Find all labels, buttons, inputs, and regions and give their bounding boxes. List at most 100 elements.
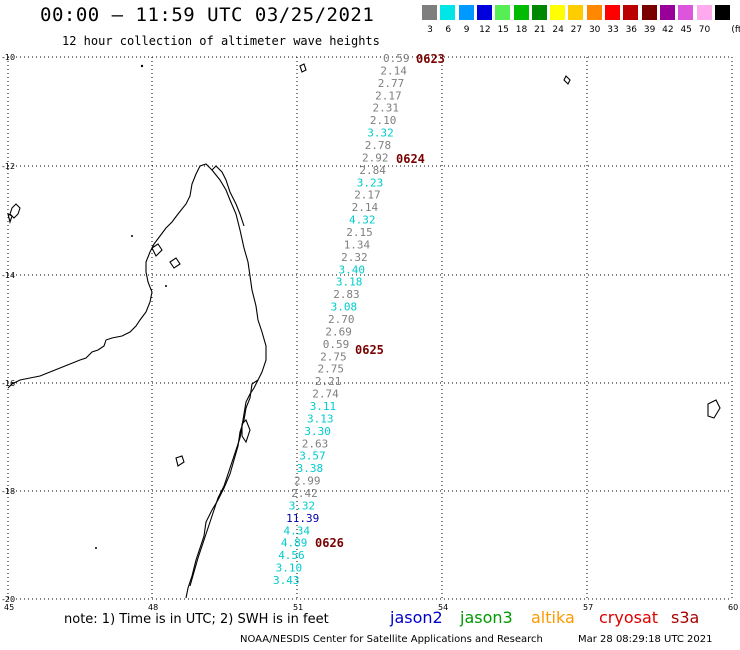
legend-swatch bbox=[586, 5, 602, 20]
legend-label: 30 bbox=[588, 25, 601, 35]
latitude-tick-label: -14 bbox=[2, 271, 15, 280]
satellite-name: s3a bbox=[671, 608, 700, 627]
longitude-tick-label: 51 bbox=[293, 603, 303, 612]
legend-label: 39 bbox=[643, 25, 656, 35]
legend-swatch bbox=[422, 5, 437, 20]
legend-swatch bbox=[605, 5, 620, 20]
islet-north-b bbox=[7, 212, 13, 224]
wave-height-label: 2.17 bbox=[354, 189, 381, 202]
longitude-tick-label: 60 bbox=[728, 603, 738, 612]
legend-label: 18 bbox=[515, 25, 528, 35]
wave-height-label: 2.75 bbox=[318, 363, 345, 376]
footnote: note: 1) Time is in UTC; 2) SWH is in fe… bbox=[64, 612, 329, 627]
legend-label: 21 bbox=[534, 25, 546, 35]
wave-height-label: 2.10 bbox=[370, 114, 397, 127]
coastline bbox=[7, 63, 721, 599]
cycle-markers: 0623 0624 0625 0626 bbox=[315, 52, 445, 550]
wave-height-label: 3.40 bbox=[339, 263, 366, 276]
legend-label: 33 bbox=[607, 25, 619, 35]
latitude-tick-label: -10 bbox=[2, 53, 15, 62]
legend-label: 9 bbox=[463, 25, 470, 35]
satellite-name: jason2 bbox=[390, 608, 443, 627]
wave-height-label: 3.18 bbox=[336, 276, 363, 289]
wave-height-label: 3.08 bbox=[331, 301, 358, 314]
wave-height-label: 3.43 bbox=[273, 574, 300, 587]
legend-swatch bbox=[476, 5, 492, 20]
longitude-tick-label: 57 bbox=[583, 603, 593, 612]
wave-height-label: 0.59 bbox=[323, 338, 350, 351]
chart-subtitle: 12 hour collection of altimeter wave hei… bbox=[62, 34, 380, 48]
legend-label: 27 bbox=[570, 25, 583, 35]
wave-height-label: 4.56 bbox=[278, 549, 305, 562]
wave-height-label: 4.32 bbox=[349, 214, 376, 227]
legend-label: 12 bbox=[479, 25, 491, 35]
islet-west-small bbox=[175, 455, 185, 467]
legend-label: 42 bbox=[662, 25, 674, 35]
wave-height-label: 4.89 bbox=[281, 537, 308, 550]
cycle-marker: 0624 bbox=[396, 152, 425, 166]
latitude-tick-label: -20 bbox=[2, 595, 15, 604]
wave-height-label: 1.34 bbox=[344, 238, 371, 251]
islet-saint-marie bbox=[241, 419, 251, 444]
wave-height-label: 3.38 bbox=[297, 462, 324, 475]
legend-label: 6 bbox=[445, 25, 452, 35]
longitude-tick-label: 54 bbox=[438, 603, 448, 612]
legend-swatch bbox=[678, 5, 694, 20]
islet-north-a bbox=[9, 203, 21, 219]
latitude-tick-label: -18 bbox=[2, 487, 15, 496]
wave-height-label: 3.11 bbox=[310, 400, 337, 413]
legend-label: 15 bbox=[497, 25, 509, 35]
map-frame bbox=[7, 56, 733, 600]
islet-nosy-a bbox=[169, 257, 181, 269]
legend-swatch bbox=[495, 5, 511, 20]
legend-swatch bbox=[641, 5, 657, 20]
legend-swatch bbox=[623, 5, 639, 20]
legend-label: 3 bbox=[427, 25, 433, 35]
wave-height-observations: 0.592.142.772.172.312.103.322.782.922.84… bbox=[273, 52, 410, 587]
chart-title: 00:00 – 11:59 UTC 03/25/2021 bbox=[40, 4, 375, 26]
wave-height-label: 2.14 bbox=[380, 64, 407, 77]
legend-swatch bbox=[458, 5, 474, 20]
islet-cargados bbox=[563, 75, 571, 85]
cycle-marker: 0623 bbox=[416, 52, 445, 66]
wave-height-label: 3.32 bbox=[289, 499, 316, 512]
wave-height-label: 3.30 bbox=[304, 425, 331, 438]
wave-height-label: 3.57 bbox=[299, 450, 326, 463]
wave-height-label: 2.42 bbox=[291, 487, 318, 500]
legend-label: 70 bbox=[698, 25, 711, 35]
generated-timestamp: Mar 28 08:29:18 UTC 2021 bbox=[578, 634, 713, 645]
wave-height-label: 3.32 bbox=[367, 127, 394, 140]
cycle-marker: 0625 bbox=[355, 343, 384, 357]
wave-height-label: 2.78 bbox=[365, 139, 392, 152]
madagascar-coast-west bbox=[7, 163, 267, 599]
cycle-marker: 0626 bbox=[315, 536, 344, 550]
legend-label: 24 bbox=[552, 25, 564, 35]
wave-height-label: 2.69 bbox=[325, 325, 352, 338]
satellite-name: altika bbox=[531, 608, 575, 627]
legend-swatch bbox=[714, 5, 730, 20]
wave-height-label: 2.31 bbox=[373, 102, 400, 115]
latitude-tick-label: -12 bbox=[2, 162, 15, 171]
wave-height-label: 4.34 bbox=[284, 524, 311, 537]
small-islets bbox=[95, 64, 167, 549]
wave-height-label: 2.32 bbox=[341, 251, 368, 264]
wave-height-label: 2.75 bbox=[320, 350, 347, 363]
legend-swatch bbox=[550, 5, 566, 20]
legend-swatch bbox=[440, 5, 456, 20]
legend-unit: (ft) bbox=[731, 25, 740, 35]
legend-swatch bbox=[568, 5, 584, 20]
satellite-name: cryosat bbox=[599, 608, 659, 627]
satellite-name: jason3 bbox=[460, 608, 513, 627]
wave-height-label: 0.59 bbox=[383, 52, 410, 65]
legend-swatch bbox=[659, 5, 675, 20]
islet-east bbox=[299, 63, 307, 73]
wave-height-label: 2.17 bbox=[375, 89, 402, 102]
longitude-tick-label: 48 bbox=[148, 603, 158, 612]
islet-nosy-be bbox=[151, 243, 163, 257]
wave-height-label: 2.63 bbox=[302, 437, 329, 450]
legend-swatch bbox=[531, 5, 547, 20]
wave-height-label: 11.39 bbox=[286, 512, 319, 525]
islet-mauritius bbox=[707, 399, 721, 419]
